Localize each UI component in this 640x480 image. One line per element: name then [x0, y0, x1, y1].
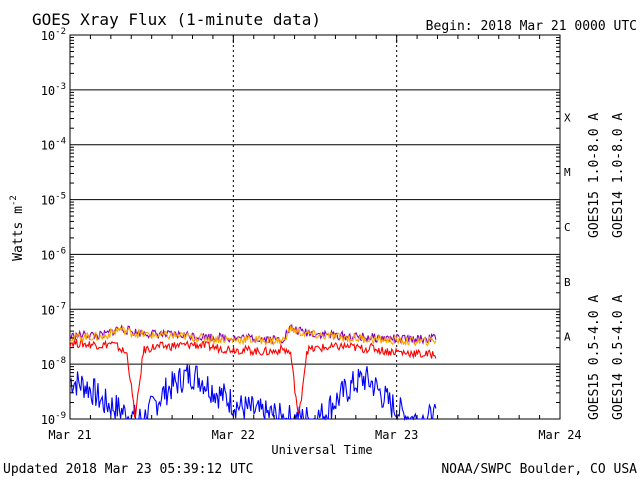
y-axis-ticks: 10-210-310-410-510-610-710-810-9	[41, 27, 560, 427]
flare-class-label: A	[564, 331, 571, 344]
flare-class-label: M	[564, 166, 571, 179]
flare-class-label: C	[564, 221, 571, 234]
y-axis-label-group: Watts m-2	[9, 195, 26, 261]
y-tick-exponent: -5	[55, 192, 66, 202]
x-axis-label: Universal Time	[271, 443, 372, 457]
grid-lines	[70, 34, 560, 420]
y-tick-exponent: -8	[55, 356, 66, 366]
legend-entry: GOES14 1.0-8.0 A	[611, 113, 626, 238]
x-tick-label: Mar 21	[48, 428, 91, 442]
y-tick-base: 10	[41, 29, 55, 43]
x-tick-label: Mar 23	[375, 428, 418, 442]
x-axis-ticks: Mar 21 Mar 22 Mar 23 Mar 24	[48, 35, 582, 442]
y-tick-base: 10	[41, 303, 55, 317]
y-tick-base: 10	[41, 84, 55, 98]
y-tick-base: 10	[41, 139, 55, 153]
y-axis-label: Watts m-2	[9, 195, 26, 261]
series-line-goes14-1-0-8-0-a	[69, 325, 437, 347]
y-tick-exponent: -9	[55, 411, 66, 421]
begin-time-label: Begin: 2018 Mar 21 0000 UTC	[426, 19, 637, 34]
y-tick-exponent: -3	[55, 82, 66, 92]
legend-entry: GOES15 0.5-4.0 A	[587, 295, 602, 420]
y-tick-label: 10-3	[41, 82, 66, 98]
agency-credit: NOAA/SWPC Boulder, CO USA	[441, 462, 637, 477]
y-tick-base: 10	[41, 358, 55, 372]
y-tick-label: 10-2	[41, 27, 66, 43]
plot-frame	[69, 34, 561, 420]
y-tick-base: 10	[41, 194, 55, 208]
data-series	[69, 324, 437, 422]
y-axis-label-text: Watts m	[11, 206, 26, 261]
y-tick-exponent: -7	[55, 301, 66, 311]
legend-top: GOES15 1.0-8.0 A GOES14 1.0-8.0 A	[587, 113, 626, 238]
legend-bottom: GOES15 0.5-4.0 A GOES14 0.5-4.0 A	[587, 295, 626, 420]
plot-area: X M C B A	[69, 34, 571, 422]
y-tick-base: 10	[41, 413, 55, 427]
legend-entry: GOES15 1.0-8.0 A	[587, 113, 602, 238]
y-tick-exponent: -6	[55, 246, 66, 256]
y-axis-label-exponent: -2	[9, 195, 19, 206]
y-tick-base: 10	[41, 248, 55, 262]
y-tick-label: 10-9	[41, 411, 66, 427]
y-tick-label: 10-7	[41, 301, 66, 317]
y-tick-exponent: -4	[55, 137, 66, 147]
updated-timestamp: Updated 2018 Mar 23 05:39:12 UTC	[3, 462, 253, 477]
x-tick-label: Mar 24	[538, 428, 581, 442]
flare-class-label: X	[564, 111, 571, 124]
flare-class-label: B	[564, 276, 571, 289]
y-tick-label: 10-6	[41, 246, 66, 262]
y-tick-label: 10-8	[41, 356, 66, 372]
x-tick-label: Mar 22	[212, 428, 255, 442]
series-line-goes15-1-0-8-0-a	[69, 338, 437, 419]
legend-entry: GOES14 0.5-4.0 A	[611, 295, 626, 420]
flare-class-labels: X M C B A	[564, 111, 571, 343]
y-tick-label: 10-5	[41, 192, 66, 208]
chart-title: GOES Xray Flux (1-minute data)	[32, 10, 321, 29]
y-tick-label: 10-4	[41, 137, 66, 153]
y-tick-exponent: -2	[55, 27, 66, 37]
